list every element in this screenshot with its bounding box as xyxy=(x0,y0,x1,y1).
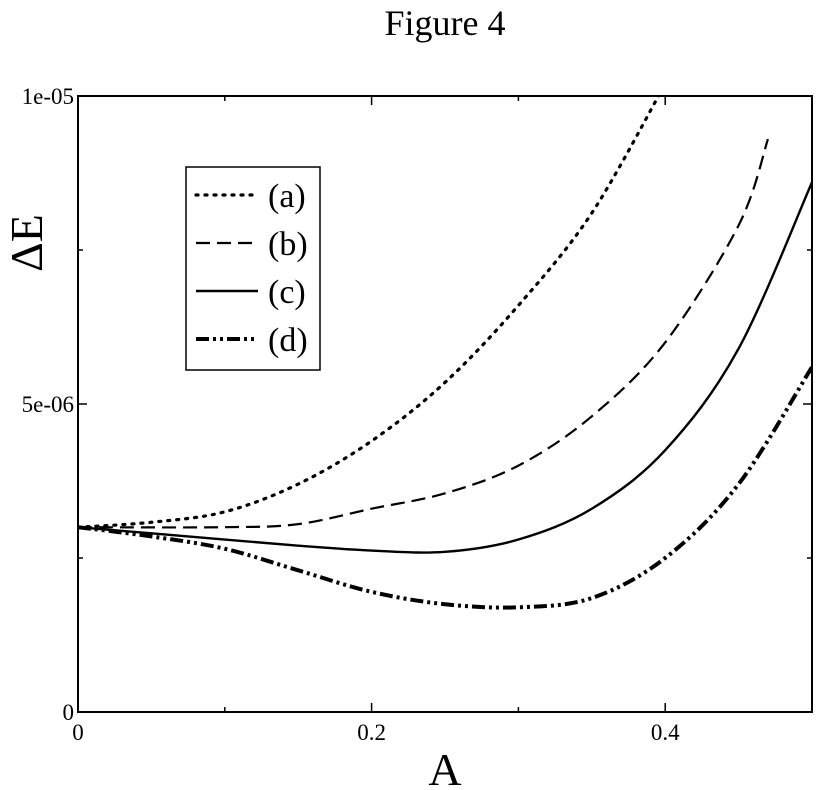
legend-box xyxy=(185,166,321,371)
legend-label: (c) xyxy=(268,274,306,311)
y-tick-label: 0 xyxy=(63,700,75,725)
x-axis-label: A xyxy=(428,744,461,790)
x-tick-label: 0 xyxy=(72,720,84,745)
legend-label: (a) xyxy=(268,178,306,215)
legend-label: (b) xyxy=(268,226,308,263)
y-tick-label: 5e-06 xyxy=(22,392,74,417)
series-line-b xyxy=(78,138,770,529)
legend-label: (d) xyxy=(268,322,308,359)
series-line-a xyxy=(78,96,661,529)
chart-title: Figure 4 xyxy=(385,3,506,43)
x-tick-label: 0.2 xyxy=(357,720,386,745)
series-line-d xyxy=(78,365,812,610)
x-tick-label: 0.4 xyxy=(651,720,680,745)
y-tick-label: 1e-05 xyxy=(22,84,74,109)
axis-tick-labels: 0 0.2 0.4 0 5e-06 1e-05 xyxy=(22,84,680,745)
legend: (a) (b) (c) (d) xyxy=(185,166,321,371)
axis-ticks xyxy=(77,95,813,713)
series-line-c xyxy=(78,181,812,554)
y-axis-label: ΔE xyxy=(1,214,52,272)
series-layer xyxy=(78,96,812,610)
